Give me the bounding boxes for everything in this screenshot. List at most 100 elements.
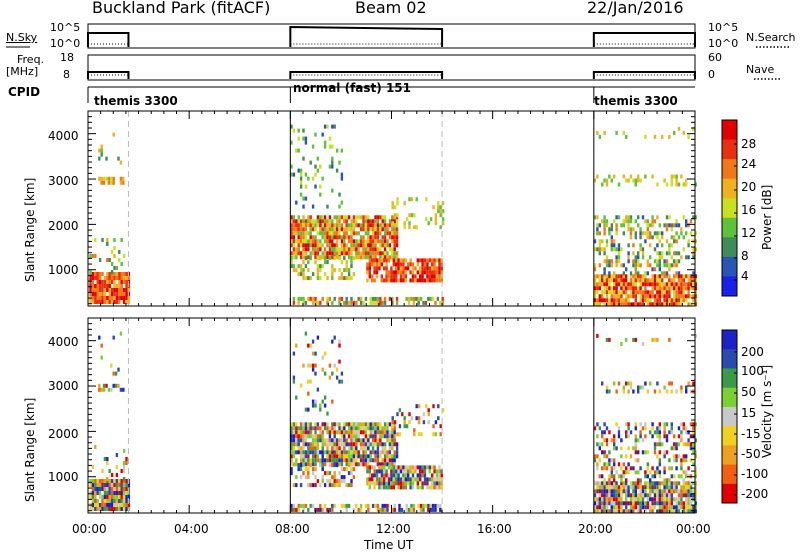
power-cell (627, 215, 630, 220)
power-cell (357, 223, 360, 228)
power-cell (331, 300, 334, 305)
velocity-cell (625, 501, 628, 506)
power-cell (100, 180, 103, 185)
velocity-cell (685, 474, 688, 479)
velocity-cell (687, 493, 690, 498)
velocity-cell (352, 434, 356, 439)
velocity-cell (122, 495, 126, 499)
velocity-cell (419, 485, 422, 490)
power-cell (627, 243, 630, 248)
velocity-cell (694, 333, 697, 338)
power-cell (675, 286, 678, 291)
velocity-cell (649, 481, 652, 486)
power-cell (661, 243, 664, 248)
velocity-cell (658, 458, 661, 463)
velocity-cell (347, 450, 351, 455)
velocity-cell (692, 489, 695, 494)
velocity-cell (362, 426, 365, 431)
power-cell (632, 282, 635, 287)
velocity-cell (651, 466, 654, 471)
power-cell (299, 168, 303, 173)
power-cell (378, 262, 381, 267)
power-cell (347, 247, 351, 252)
velocity-cell (364, 450, 368, 455)
velocity-cell (340, 450, 344, 455)
power-cell (438, 258, 441, 263)
velocity-cell (427, 412, 430, 417)
power-cell (603, 302, 606, 307)
velocity-cell (89, 483, 92, 487)
power-cell (299, 239, 303, 244)
power-cell (658, 294, 661, 299)
power-cell (634, 219, 637, 224)
velocity-cell (343, 503, 346, 508)
velocity-colorbar-swatch (722, 349, 737, 369)
velocity-cell (307, 446, 310, 451)
velocity-cell (409, 481, 412, 486)
velocity-cell (386, 430, 389, 435)
power-cell (421, 270, 424, 275)
velocity-cell (682, 485, 685, 490)
power-cell (118, 272, 121, 276)
power-cell (391, 296, 394, 301)
velocity-cell (423, 473, 427, 478)
power-cell (388, 247, 392, 252)
velocity-cell (413, 428, 416, 433)
power-cell (677, 235, 681, 240)
velocity-cell (292, 462, 296, 467)
power-cell (646, 271, 649, 276)
power-cell (395, 223, 399, 228)
velocity-cell (399, 485, 403, 490)
velocity-cell (335, 454, 339, 459)
velocity-cell (694, 505, 697, 510)
velocity-cell (685, 430, 688, 435)
power-cell (328, 247, 332, 252)
velocity-cell (613, 462, 616, 467)
power-cell (675, 178, 678, 183)
power-cell (98, 284, 102, 288)
velocity-cell (620, 446, 623, 451)
velocity-cell (435, 469, 439, 474)
power-cell (653, 267, 657, 272)
cpid-segment-3: themis 3300 (594, 94, 678, 108)
power-cell (331, 160, 334, 165)
velocity-cell (422, 503, 425, 508)
velocity-cell (386, 462, 389, 467)
velocity-cell (694, 450, 697, 455)
power-cell (103, 292, 107, 296)
power-cell (364, 215, 368, 220)
velocity-cell (362, 462, 365, 467)
velocity-cell (323, 371, 327, 376)
velocity-cell (373, 465, 376, 470)
velocity-cell (649, 489, 652, 494)
velocity-cell (340, 467, 344, 472)
power-cell (680, 286, 683, 291)
power-colorbar-swatch (722, 139, 737, 160)
power-cell (96, 272, 99, 276)
power-cell (668, 251, 671, 256)
velocity-cell (649, 381, 652, 386)
power-cell (94, 254, 97, 258)
velocity-cell (321, 479, 324, 484)
power-cell (390, 274, 393, 279)
velocity-cell (331, 371, 334, 376)
power-cell (343, 251, 346, 256)
velocity-cell (646, 497, 649, 502)
velocity-cell (374, 442, 377, 447)
velocity-cell (424, 503, 428, 508)
velocity-cell (299, 422, 303, 427)
power-cell (297, 215, 300, 220)
velocity-cell (692, 442, 695, 447)
power-cell (309, 251, 312, 256)
power-cell (656, 235, 659, 240)
velocity-cell (295, 450, 298, 455)
power-cell (687, 278, 690, 283)
power-cell (613, 239, 616, 244)
power-cell (323, 223, 327, 228)
power-cell (399, 266, 403, 271)
velocity-cell (326, 454, 329, 459)
velocity-cell (309, 450, 312, 455)
velocity-cell (352, 450, 356, 455)
power-cell (677, 126, 681, 131)
power-cell (371, 300, 375, 305)
